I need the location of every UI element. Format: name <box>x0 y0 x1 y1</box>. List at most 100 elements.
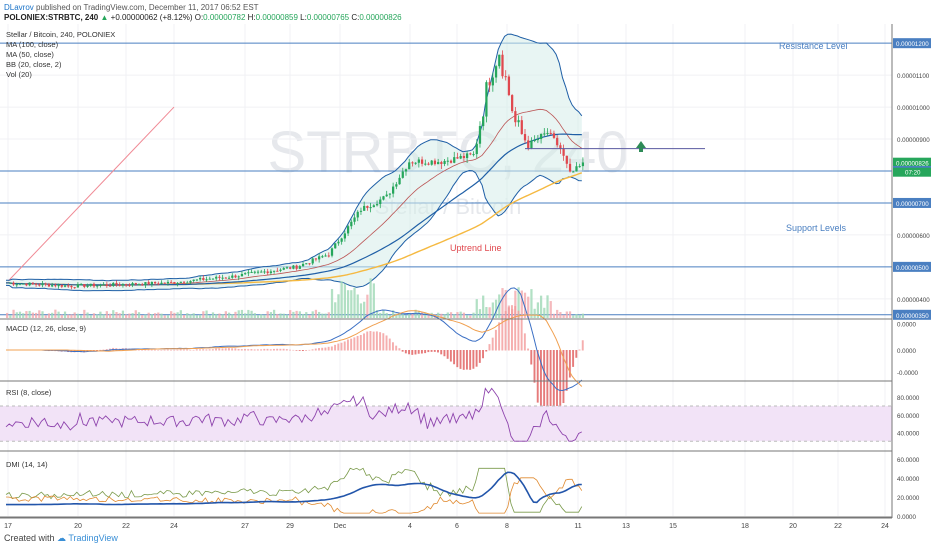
candle-body <box>276 270 279 272</box>
candle-body <box>292 265 295 269</box>
price-tag <box>893 197 931 208</box>
macd-hist-bar <box>211 349 214 351</box>
macd-hist-bar <box>430 350 433 352</box>
macd-hist-bar <box>202 349 205 351</box>
volume-bar <box>182 314 186 318</box>
candle-body <box>15 284 18 286</box>
volume-bar <box>472 312 475 318</box>
candle-body <box>128 284 131 286</box>
volume-bar <box>215 313 218 318</box>
volume-bar <box>482 295 485 318</box>
grid <box>0 24 892 516</box>
volume-bar <box>462 312 466 318</box>
volume-bar <box>385 312 388 318</box>
volume-bar <box>536 302 540 318</box>
tradingview-logo-icon: ☁ <box>57 533 67 543</box>
macd-hist-bar <box>379 332 382 351</box>
volume-bar <box>63 311 67 318</box>
candle-body <box>446 160 449 162</box>
macd-hist-bar <box>449 350 452 362</box>
x-tick-label: 18 <box>741 523 749 530</box>
candle-body <box>237 276 240 278</box>
volume-bar <box>269 312 273 318</box>
volume-bar <box>179 310 182 318</box>
candle-body <box>453 157 456 163</box>
macd-hist-bar <box>147 349 150 351</box>
macd-hist-bar <box>446 350 449 359</box>
volume-bar <box>22 313 25 318</box>
volume-bar <box>343 283 347 318</box>
price-tag-label: 0.00000826 <box>896 161 929 168</box>
volume-bar <box>552 313 556 318</box>
macd-hist-bar <box>559 350 562 416</box>
x-tick-label: 24 <box>170 523 178 530</box>
volume-bar <box>234 311 237 318</box>
candle-body <box>266 271 269 274</box>
macd-hist-bar <box>285 349 288 351</box>
macd-hist-bar <box>340 342 343 351</box>
price-tag-label: 0.00000500 <box>896 265 929 272</box>
dmi-plus-line <box>5 467 583 513</box>
candle-body <box>260 271 263 273</box>
candle-body <box>295 265 298 269</box>
macd-hist-bar <box>215 348 218 351</box>
volume-bar <box>186 313 189 318</box>
volume-bar <box>359 303 363 318</box>
x-tick-label: 8 <box>505 523 509 530</box>
macd-hist-bar <box>411 350 414 355</box>
macd-hist-bar <box>346 339 349 351</box>
change: +0.00000062 (+8.12%) <box>110 13 193 22</box>
footer-brand[interactable]: TradingView <box>68 533 118 543</box>
price-legend: Stellar / Bitcoin, 240, POLONIEX MA (100… <box>6 30 115 79</box>
price-tag-label: 0.00000350 <box>896 313 929 320</box>
candle-body <box>186 282 189 284</box>
price-tag-label: 0.00000700 <box>896 201 929 208</box>
volume-bar <box>295 310 298 318</box>
volume-bar <box>51 312 54 318</box>
volume-bar <box>70 314 73 318</box>
countdown-tag <box>893 167 931 177</box>
macd-hist-bar <box>507 307 510 351</box>
publisher-name[interactable]: DLavrov <box>4 3 34 12</box>
candle-body <box>511 95 514 112</box>
volume-bar <box>369 278 372 318</box>
candle-body <box>498 54 501 67</box>
macd-hist-bar <box>562 350 565 404</box>
volume-bar <box>346 290 350 318</box>
chart-area[interactable]: STRBTC, 240 Stellar / Bitcoin 1720222427… <box>0 24 932 546</box>
volume-bar <box>485 307 488 318</box>
candle-body <box>568 163 572 172</box>
volume-bar <box>530 289 533 318</box>
candle-body <box>137 284 141 286</box>
macd-hist-bar <box>462 350 465 370</box>
volume-bar <box>437 312 440 318</box>
volume-bar <box>86 312 89 318</box>
macd-hist-bar <box>498 322 501 351</box>
rsi-tick-label: 60.0000 <box>897 413 920 420</box>
volume-bar <box>12 309 15 318</box>
uptrend-label: Uptrend Line <box>450 243 502 253</box>
candle-body <box>575 166 578 172</box>
price-tag <box>893 261 931 272</box>
macd-hist-bar <box>581 340 584 351</box>
price-tick-label: 0.00000600 <box>897 233 930 240</box>
volume-bar <box>163 315 166 318</box>
volume-bar <box>253 313 256 318</box>
volume-bar <box>31 312 34 318</box>
volume-bar <box>218 313 221 318</box>
candle-body <box>424 163 427 165</box>
candle-body <box>31 282 34 284</box>
low-label: L: <box>300 13 307 22</box>
macd-hist-bar <box>182 349 185 351</box>
macd-hist-bar <box>420 350 423 354</box>
low-value: 0.00000765 <box>306 13 350 22</box>
volume-bar <box>514 290 517 318</box>
volume-bar <box>76 313 80 318</box>
macd-hist-bar <box>179 349 182 351</box>
macd-hist-bar <box>253 349 256 351</box>
volume-bar <box>414 309 417 318</box>
candle-body <box>247 272 250 274</box>
macd-hist-bar <box>269 349 272 351</box>
candle-body <box>408 162 411 170</box>
candle-body <box>108 285 112 287</box>
